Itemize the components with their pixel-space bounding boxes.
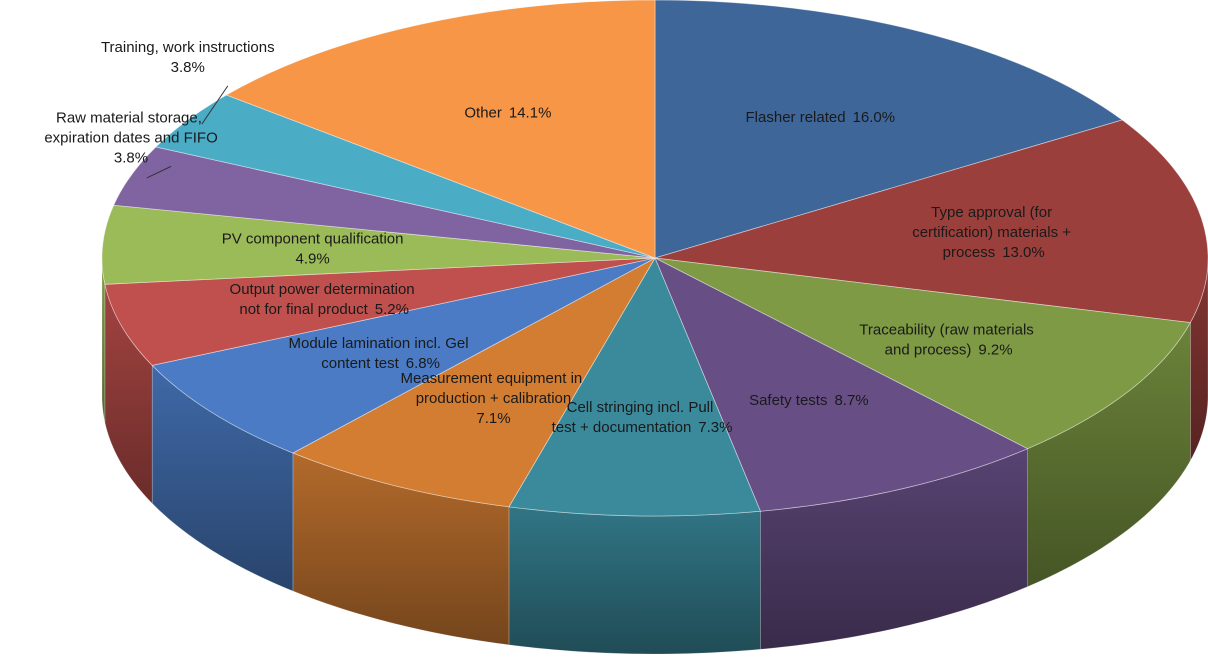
label-line: Output power determination [230, 281, 419, 298]
slice [291, 256, 657, 508]
label-line: Cell stringing incl. Pull [567, 399, 718, 416]
leader-line [146, 165, 172, 179]
value-label: 3.8% [114, 149, 148, 166]
category-label: Output power determination not for final… [230, 281, 419, 318]
value-label: 5.2% [375, 301, 409, 318]
label-line: Traceability (raw materials [859, 322, 1038, 339]
category-label: Raw material storage, expiration dates a… [44, 109, 217, 146]
category-label: Flasher related [746, 109, 846, 126]
label-line: Module lamination incl. Gel [288, 335, 472, 352]
category-label: Training, work instructions [101, 39, 275, 56]
label-line: process [943, 244, 996, 261]
slice [654, 0, 1124, 259]
pie-tops [101, 0, 1208, 517]
pie-sides [101, 257, 1208, 655]
label-line: content test [321, 355, 399, 372]
label-line: production + calibration [416, 390, 572, 407]
category-label: Other [464, 104, 502, 121]
category-label: Module lamination incl. Gel content test [288, 335, 472, 372]
label-line: Measurement equipment in [400, 370, 586, 387]
category-label: Type approval (for certification) materi… [912, 204, 1075, 261]
slice-label: Other 14.1% [464, 104, 551, 121]
value-label: 6.8% [406, 355, 440, 372]
slice-label: Safety tests 8.7% [749, 392, 869, 409]
slice [104, 257, 656, 366]
value-label: 4.9% [295, 251, 329, 268]
label-line: not for final product [239, 301, 368, 318]
label-line: Safety tests [749, 392, 827, 409]
value-label: 16.0% [853, 109, 896, 126]
slice [101, 204, 656, 285]
category-label: PV component qualification [222, 231, 404, 248]
slice-side [508, 506, 761, 655]
category-label: Measurement equipment in production + ca… [400, 370, 586, 407]
value-label: 8.7% [834, 392, 868, 409]
label-line: certification) materials + [912, 224, 1075, 241]
label-line: and process) [885, 342, 972, 359]
slice [225, 0, 656, 259]
slice-label: Flasher related 16.0% [746, 109, 896, 126]
slice-label: Measurement equipment in production + ca… [400, 370, 586, 427]
value-label: 3.8% [171, 59, 205, 76]
value-label: 13.0% [1002, 244, 1045, 261]
slice [151, 257, 656, 454]
label-line: Raw material storage, [56, 109, 206, 126]
leader-line [201, 85, 229, 125]
label-line: Flasher related [746, 109, 846, 126]
slice [654, 119, 1208, 324]
slice-label: Traceability (raw materials and process)… [859, 322, 1038, 359]
value-label: 7.1% [476, 410, 510, 427]
label-line: expiration dates and FIFO [44, 129, 217, 146]
label-line: test + documentation [552, 419, 692, 436]
slice-label: Module lamination incl. Gel content test… [288, 335, 472, 372]
label-line: Training, work instructions [101, 39, 275, 56]
category-label: Traceability (raw materials and process) [859, 322, 1038, 359]
value-label: 14.1% [509, 104, 552, 121]
labels: Flasher related 16.0% Type approval (for c… [44, 39, 1075, 436]
slice-label: Training, work instructions 3.8% [101, 39, 275, 76]
slice [654, 257, 1029, 512]
slice-label: Type approval (for certification) materi… [912, 204, 1075, 261]
category-label: Safety tests [749, 392, 827, 409]
slice [508, 257, 762, 517]
category-label: Cell stringing incl. Pull test + documen… [552, 399, 718, 436]
value-label: 9.2% [978, 342, 1012, 359]
slice-label: Output power determination not for final… [230, 281, 419, 318]
label-line: Type approval (for [931, 204, 1056, 221]
label-line: Other [464, 104, 502, 121]
slice-label: Cell stringing incl. Pull test + documen… [552, 399, 733, 436]
value-label: 7.3% [698, 419, 732, 436]
label-line: PV component qualification [222, 231, 404, 248]
slice-label: Raw material storage, expiration dates a… [44, 109, 217, 166]
slice [654, 257, 1192, 450]
slice-label: PV component qualification 4.9% [222, 231, 404, 268]
